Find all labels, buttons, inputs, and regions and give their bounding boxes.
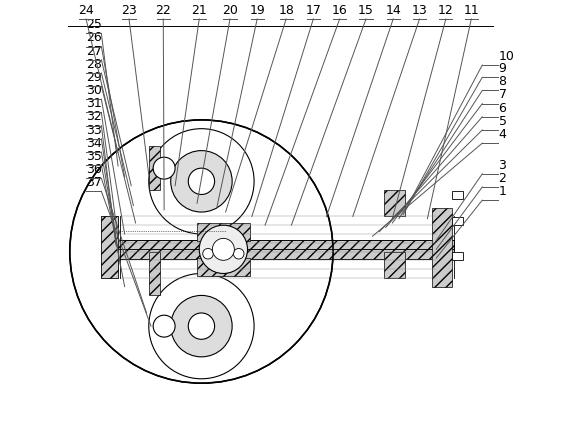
Text: 20: 20: [222, 4, 238, 17]
Text: 31: 31: [86, 97, 102, 110]
Circle shape: [188, 313, 215, 339]
Text: 7: 7: [498, 88, 506, 101]
Text: 26: 26: [86, 31, 102, 45]
Text: 29: 29: [86, 71, 102, 84]
Text: 11: 11: [463, 4, 479, 17]
Text: 5: 5: [498, 115, 506, 128]
Bar: [452, 252, 463, 260]
Circle shape: [170, 295, 232, 357]
Circle shape: [70, 120, 333, 383]
Text: 14: 14: [385, 4, 401, 17]
Text: 17: 17: [305, 4, 321, 17]
Text: 22: 22: [156, 4, 171, 17]
Text: 18: 18: [278, 4, 294, 17]
Text: 30: 30: [86, 84, 102, 97]
Circle shape: [153, 157, 175, 179]
Text: 25: 25: [86, 18, 102, 31]
Circle shape: [149, 273, 254, 379]
Text: 2: 2: [498, 172, 506, 185]
Text: 6: 6: [498, 102, 506, 115]
Text: 24: 24: [78, 4, 94, 17]
Bar: [452, 217, 463, 225]
Bar: [452, 191, 463, 199]
Text: 37: 37: [86, 176, 102, 189]
Circle shape: [234, 248, 244, 259]
Text: 36: 36: [86, 163, 102, 176]
Text: 21: 21: [191, 4, 207, 17]
Text: 9: 9: [498, 62, 506, 75]
Bar: [197, 223, 250, 240]
Bar: [383, 190, 405, 216]
Text: 27: 27: [86, 45, 102, 58]
Text: 4: 4: [498, 128, 506, 141]
Text: 28: 28: [86, 58, 102, 71]
Circle shape: [170, 151, 232, 212]
Bar: [111, 240, 453, 249]
Bar: [101, 216, 118, 278]
Text: 13: 13: [412, 4, 428, 17]
Bar: [149, 252, 160, 295]
Text: 16: 16: [332, 4, 347, 17]
Text: 12: 12: [438, 4, 453, 17]
Text: 8: 8: [498, 75, 506, 88]
Circle shape: [218, 248, 228, 259]
Bar: [149, 146, 160, 190]
Text: 35: 35: [86, 150, 102, 163]
Text: 10: 10: [498, 50, 514, 63]
Circle shape: [149, 128, 254, 234]
Text: 23: 23: [121, 4, 137, 17]
Circle shape: [203, 248, 214, 259]
Bar: [432, 208, 452, 287]
Bar: [197, 258, 250, 276]
Bar: [383, 252, 405, 278]
Text: 1: 1: [498, 185, 506, 198]
Text: 32: 32: [86, 111, 102, 124]
Text: 19: 19: [249, 4, 265, 17]
Text: 3: 3: [498, 159, 506, 172]
Bar: [111, 249, 453, 259]
Text: 33: 33: [86, 124, 102, 136]
Text: 34: 34: [86, 137, 102, 150]
Circle shape: [199, 225, 247, 273]
Circle shape: [212, 238, 234, 260]
Circle shape: [188, 168, 215, 194]
Circle shape: [153, 315, 175, 337]
Bar: [101, 216, 118, 278]
Text: 15: 15: [358, 4, 374, 17]
